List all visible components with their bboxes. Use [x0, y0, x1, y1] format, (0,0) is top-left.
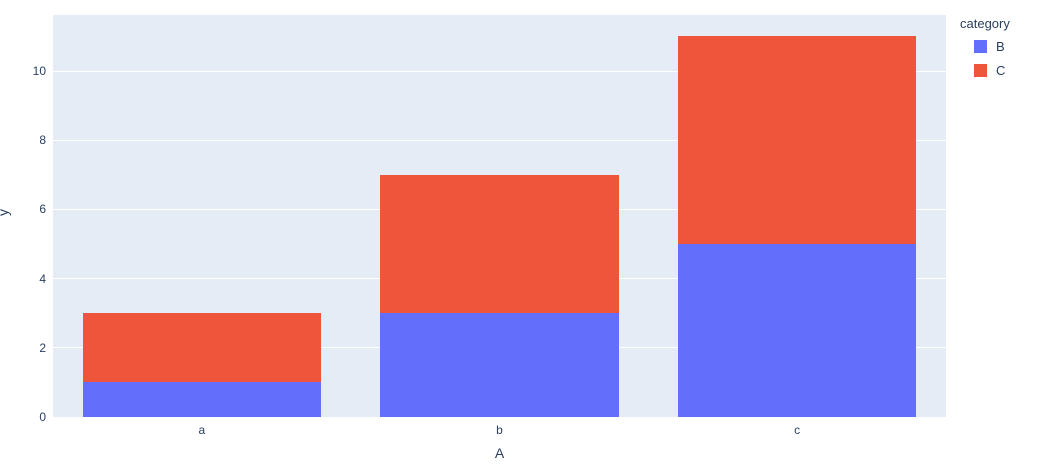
- y-tick-label-4: 4: [39, 271, 46, 286]
- bar-segment-b-B[interactable]: [380, 313, 619, 417]
- legend-item-C[interactable]: C: [974, 63, 1010, 78]
- legend-item-label: C: [996, 63, 1006, 78]
- bar-segment-c-C[interactable]: [678, 36, 917, 245]
- legend-item-label: B: [996, 39, 1005, 54]
- plot-area[interactable]: [53, 15, 946, 418]
- y-tick-label-2: 2: [39, 340, 46, 355]
- bar-segment-c-B[interactable]: [678, 244, 917, 417]
- bar-segment-a-C[interactable]: [82, 313, 321, 383]
- bar-segment-a-B[interactable]: [82, 382, 321, 417]
- legend-title: category: [960, 16, 1010, 31]
- y-tick-label-0: 0: [39, 410, 46, 424]
- x-tick-label-c: c: [794, 423, 801, 437]
- y-tick-label-6: 6: [39, 202, 46, 217]
- y-tick-label-8: 8: [39, 133, 46, 148]
- gridline-y-10: [53, 70, 946, 72]
- x-tick-label-b: b: [496, 423, 503, 437]
- legend-swatch-B: [974, 40, 987, 53]
- gridline-y-8: [53, 139, 946, 141]
- bar-segment-b-C[interactable]: [380, 174, 619, 314]
- x-axis-title: A: [494, 445, 505, 461]
- y-tick-label-10: 10: [32, 64, 46, 79]
- x-tick-label-a: a: [198, 423, 206, 437]
- legend-swatch-C: [974, 64, 987, 77]
- gridline-y-0: [53, 416, 946, 418]
- legend-item-B[interactable]: B: [974, 39, 1010, 54]
- y-axis-title: y: [0, 209, 11, 216]
